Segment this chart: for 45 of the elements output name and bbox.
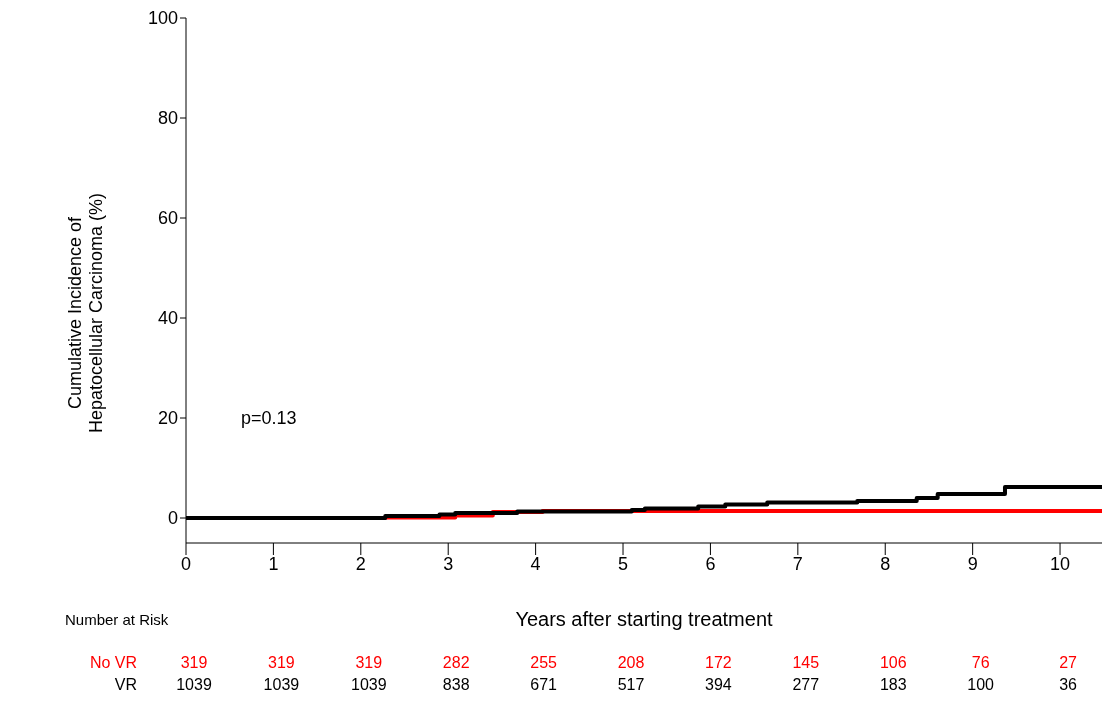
text: 172 bbox=[704, 654, 733, 672]
text: 183 bbox=[878, 676, 908, 694]
text: 838 bbox=[441, 676, 471, 694]
y-tick-label: 40 bbox=[157, 308, 178, 329]
text: 671 bbox=[529, 676, 558, 694]
x-tick-label: 8 bbox=[880, 553, 891, 574]
x-tick-label: 5 bbox=[618, 553, 629, 574]
text: 255 bbox=[529, 654, 558, 672]
text: 517 bbox=[616, 676, 646, 694]
x-tick-label: 10 bbox=[1050, 553, 1071, 574]
text: 282 bbox=[441, 654, 471, 672]
text: Number at Risk bbox=[65, 611, 169, 628]
x-tick-label: 4 bbox=[530, 553, 541, 574]
y-tick-label: 0 bbox=[167, 508, 178, 529]
y-tick-label: 80 bbox=[157, 108, 178, 129]
y-axis-title: Cumulative Incidence of Hepatocellular Carcinoma (%) bbox=[65, 192, 106, 434]
text: 208 bbox=[616, 654, 646, 672]
x-tick-label: 1 bbox=[268, 553, 279, 574]
x-tick-label: 9 bbox=[967, 553, 978, 574]
text: 1039 bbox=[262, 676, 301, 694]
text: 76 bbox=[970, 654, 991, 672]
text: 319 bbox=[179, 654, 209, 672]
text: No VR bbox=[89, 654, 137, 672]
text: 1039 bbox=[350, 676, 388, 694]
x-tick-label: 0 bbox=[180, 553, 192, 574]
x-tick-label: 6 bbox=[705, 553, 716, 574]
x-tick-label: 2 bbox=[355, 553, 366, 574]
y-tick-label: 100 bbox=[147, 8, 178, 29]
text: 100 bbox=[966, 676, 995, 694]
y-tick-label: 20 bbox=[157, 408, 178, 429]
text: 27 bbox=[1058, 654, 1078, 672]
text: 36 bbox=[1058, 676, 1078, 694]
text: 277 bbox=[791, 676, 821, 694]
text: 106 bbox=[878, 654, 908, 672]
text: 394 bbox=[704, 676, 733, 694]
text: 319 bbox=[354, 654, 384, 672]
x-tick-label: 3 bbox=[443, 553, 454, 574]
text: VR bbox=[114, 676, 137, 694]
text: 1039 bbox=[175, 676, 213, 694]
text: 145 bbox=[791, 654, 821, 672]
annotation: p=0.13 bbox=[241, 408, 297, 429]
x-tick-label: 7 bbox=[792, 553, 803, 574]
x-axis-title: Years after starting treatment bbox=[514, 608, 774, 631]
y-tick-label: 60 bbox=[157, 208, 178, 229]
text: 319 bbox=[267, 654, 296, 672]
